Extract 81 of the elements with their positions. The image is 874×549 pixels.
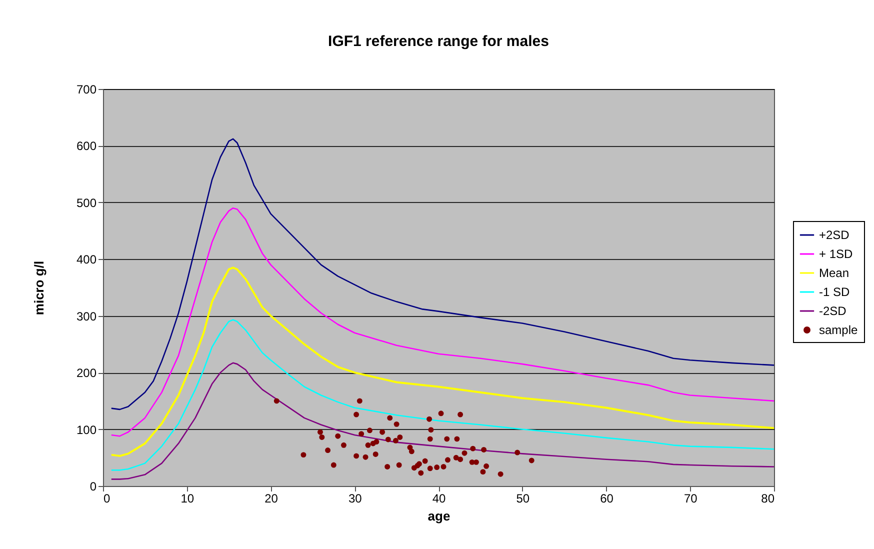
point [396, 462, 402, 468]
point [427, 466, 433, 472]
point [387, 415, 393, 421]
point [394, 421, 400, 427]
point [385, 436, 391, 442]
x-tick-label: 20 [264, 492, 278, 506]
point [408, 448, 414, 454]
point [370, 440, 376, 446]
x-tick-label: 80 [761, 492, 775, 506]
x-tick-label: 10 [180, 492, 194, 506]
point [474, 459, 479, 465]
point [434, 464, 440, 470]
x-tick-label: 70 [684, 492, 698, 506]
point [440, 464, 446, 470]
point [300, 452, 306, 458]
legend-label: +2SD [819, 228, 850, 242]
point [458, 412, 464, 418]
point [481, 446, 487, 452]
point [422, 458, 428, 464]
point [411, 465, 417, 471]
point [365, 442, 371, 448]
point [528, 458, 534, 464]
point [444, 436, 450, 442]
point [384, 464, 390, 470]
point [427, 436, 433, 442]
y-tick-label: 400 [76, 252, 97, 267]
x-tick-label: 50 [516, 492, 530, 506]
point [470, 446, 476, 452]
point [444, 457, 450, 463]
point [358, 431, 364, 437]
point [380, 429, 386, 435]
point [340, 442, 346, 448]
point [356, 398, 362, 404]
legend-label: sample [819, 323, 858, 337]
point [335, 433, 341, 439]
legend-label: -1 SD [819, 285, 850, 299]
line-series [110, 207, 775, 437]
point [514, 450, 520, 456]
x-axis-title: age [428, 508, 450, 524]
point [498, 471, 504, 477]
point [392, 438, 398, 444]
point [372, 452, 378, 457]
point [274, 398, 280, 404]
x-tick-label: 60 [600, 492, 614, 506]
point [428, 427, 434, 433]
point [325, 448, 331, 454]
point [397, 434, 403, 440]
x-tick-label: 30 [348, 492, 362, 506]
point [480, 469, 486, 475]
point [438, 410, 444, 416]
point [484, 463, 490, 469]
legend-label: + 1SD [819, 247, 854, 261]
point [418, 470, 424, 476]
line-series [110, 266, 775, 457]
line-series [110, 362, 775, 480]
point [319, 434, 325, 440]
y-tick-label: 0 [90, 480, 97, 494]
y-tick-label: 100 [76, 422, 97, 437]
point [458, 456, 464, 462]
chart-title: IGF1 reference range for males [328, 33, 549, 50]
y-tick-label: 700 [76, 82, 97, 96]
x-tick-label: 0 [104, 492, 110, 506]
y-tick-label: 600 [76, 139, 97, 154]
y-axis-title: micro g/l [31, 260, 46, 316]
y-tick-label: 300 [76, 309, 97, 324]
point [366, 428, 372, 434]
point [426, 416, 432, 422]
point [330, 462, 336, 468]
legend-label: -2SD [819, 304, 847, 318]
point [354, 453, 360, 459]
point [354, 412, 360, 418]
legend-label: Mean [819, 266, 850, 280]
y-tick-label: 500 [76, 196, 97, 210]
line-series [110, 138, 775, 410]
x-tick-label: 40 [432, 492, 446, 506]
point [362, 454, 368, 460]
point [462, 450, 468, 456]
point [454, 436, 460, 442]
line-series [110, 319, 775, 471]
y-tick-label: 200 [76, 366, 97, 380]
point [317, 429, 323, 435]
